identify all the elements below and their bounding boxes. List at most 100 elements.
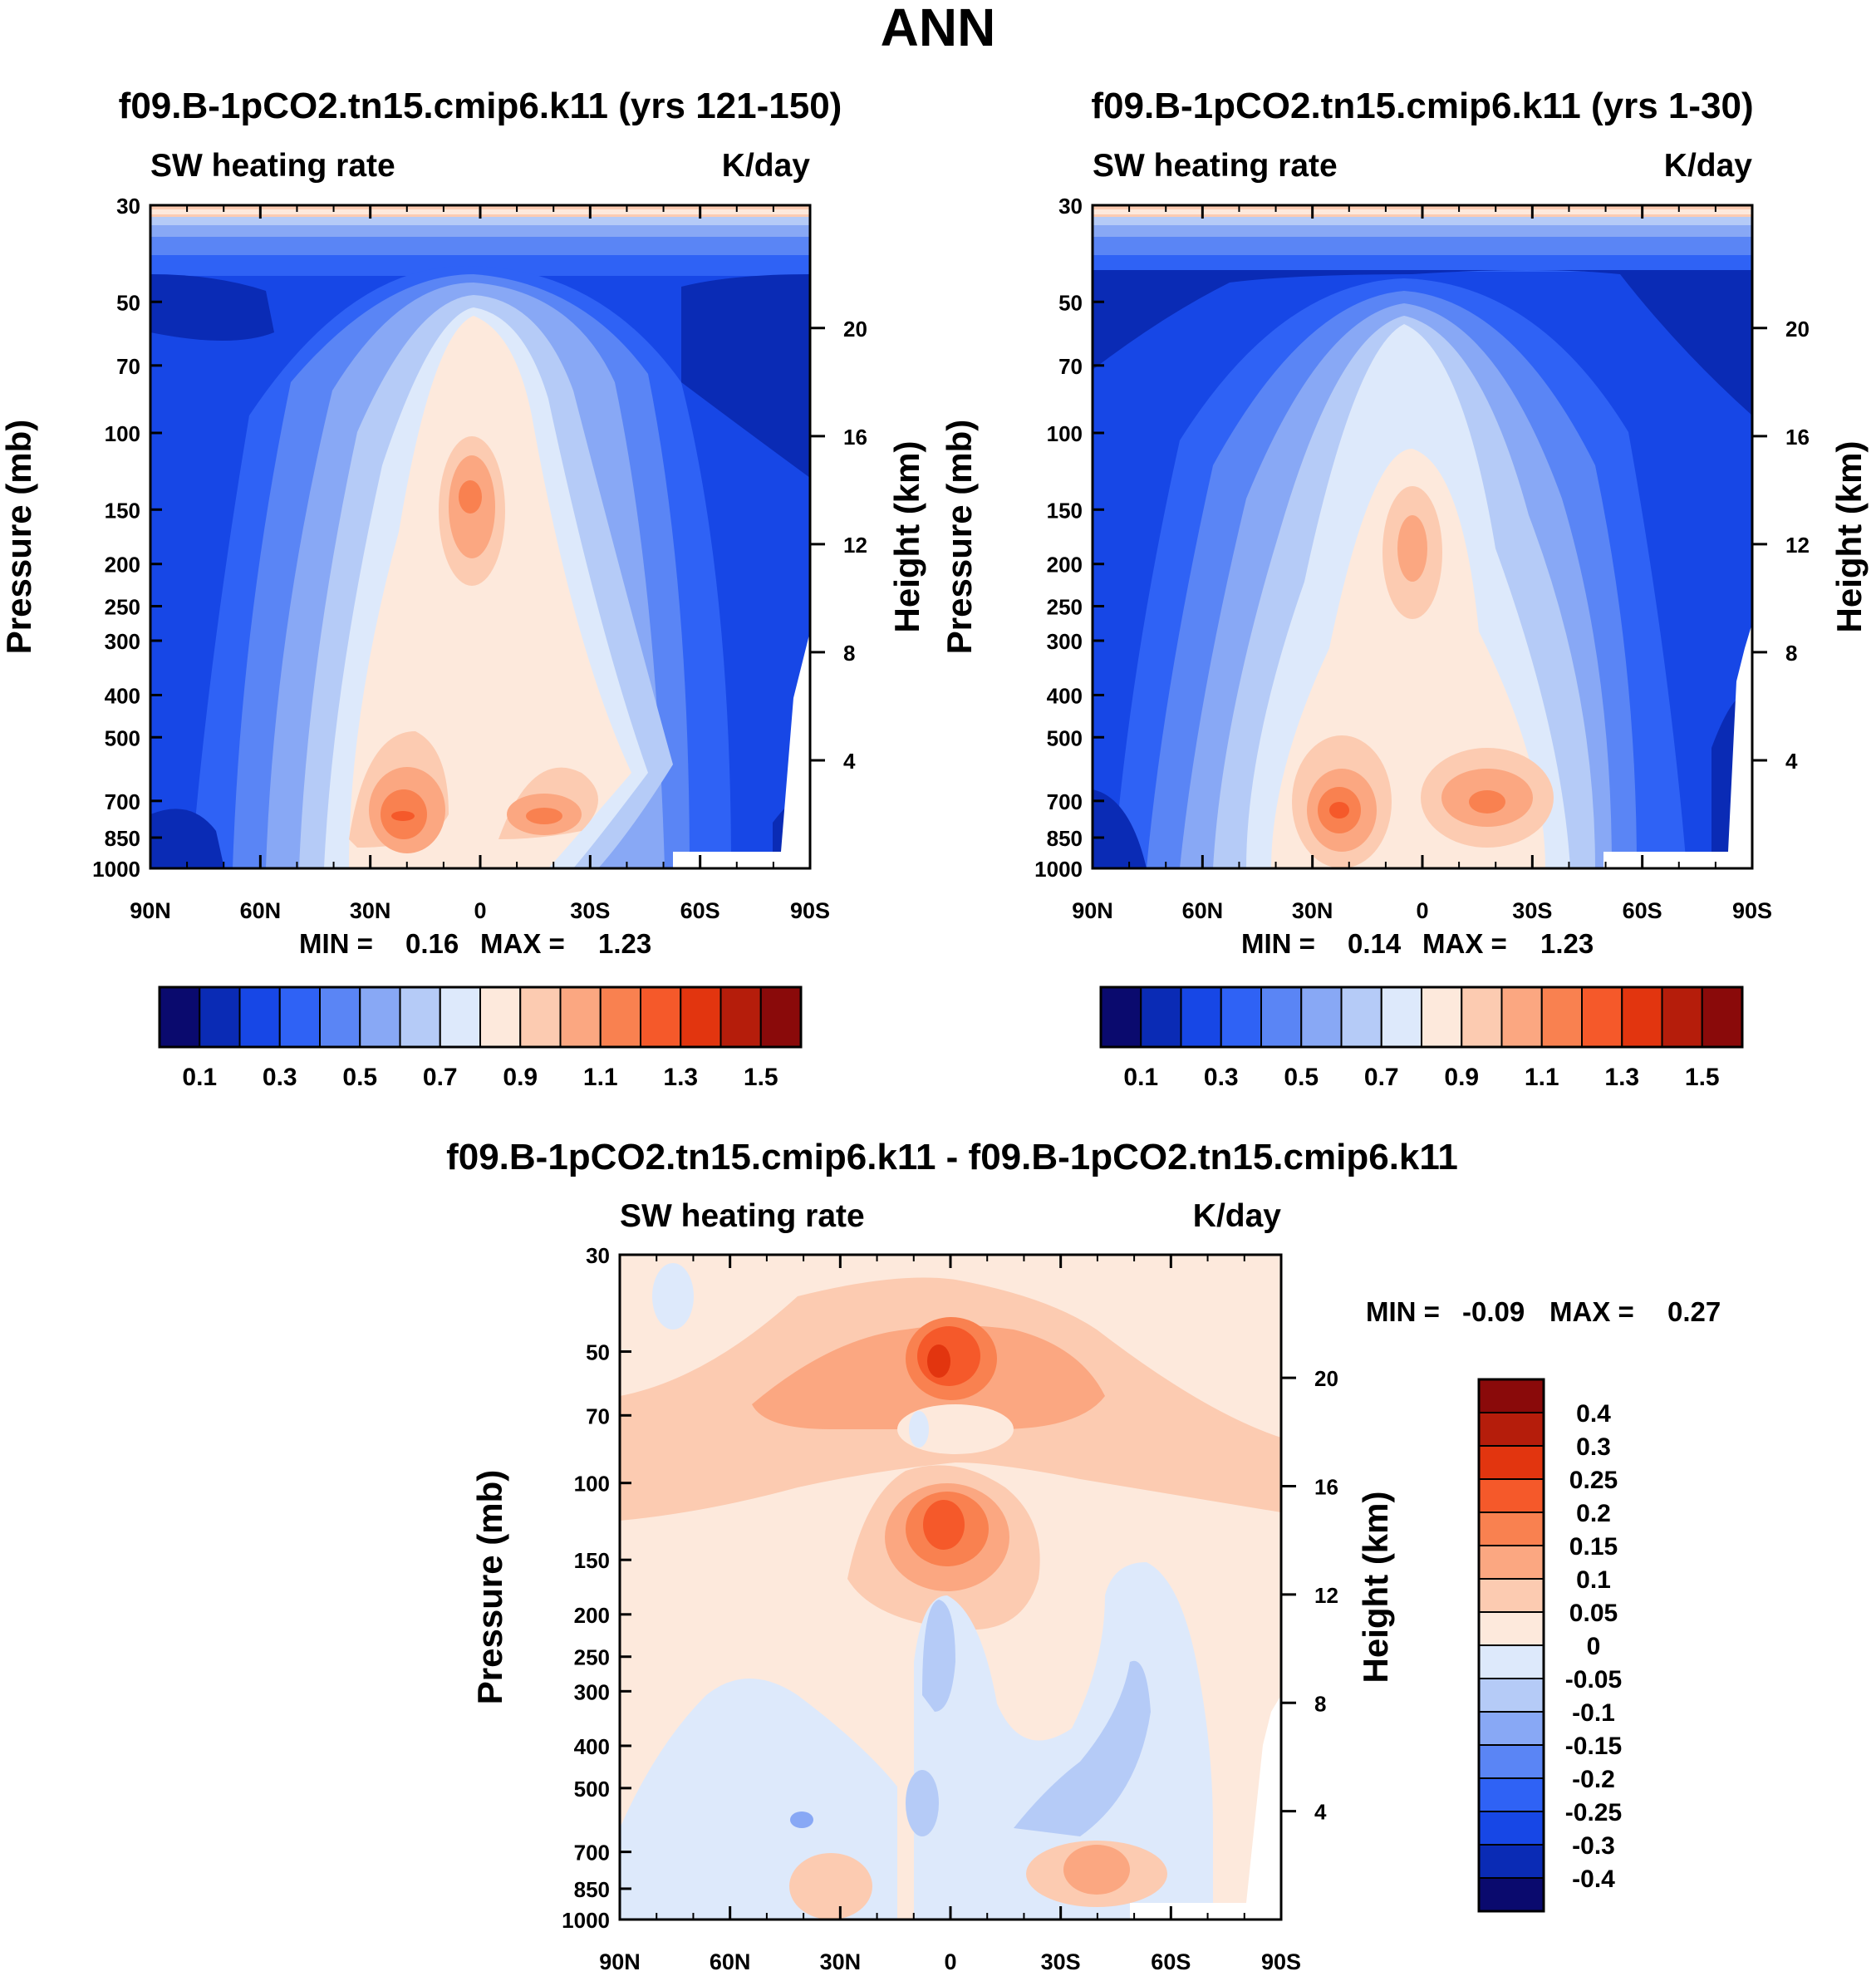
panel-c: f09.B-1pCO2.tn15.cmip6.k11 - f09.B-1pCO2… bbox=[446, 1137, 1721, 1974]
colorbar-label: -0.05 bbox=[1565, 1666, 1622, 1693]
colorbar-label: 0.4 bbox=[1576, 1400, 1611, 1428]
colorbar-label: 1.3 bbox=[663, 1064, 698, 1091]
ytick-label: 700 bbox=[105, 789, 140, 814]
colorbar-swatch bbox=[1540, 986, 1583, 1048]
colorbar-swatch bbox=[1478, 1811, 1545, 1846]
xtick-label: 0 bbox=[474, 898, 486, 923]
xtick-label: 90N bbox=[599, 1949, 641, 1974]
colorbar-swatch bbox=[1478, 1578, 1545, 1613]
xtick-label: 60S bbox=[680, 898, 720, 923]
ytick-label: 700 bbox=[574, 1841, 610, 1865]
xtick-label: 90N bbox=[1072, 898, 1113, 923]
panel-b-right-label: K/day bbox=[1664, 148, 1753, 184]
colorbar-swatch bbox=[1260, 986, 1303, 1048]
colorbar-swatch bbox=[1500, 986, 1543, 1048]
colorbar-swatch bbox=[1220, 986, 1262, 1048]
panel-c-max-label: MAX = bbox=[1549, 1296, 1634, 1327]
colorbar-swatch bbox=[278, 986, 321, 1048]
panel-c-min-value: -0.09 bbox=[1462, 1296, 1525, 1327]
colorbar-label: -0.2 bbox=[1572, 1766, 1615, 1793]
xtick-label: 30S bbox=[1041, 1949, 1081, 1974]
ytick-label: 1000 bbox=[562, 1908, 610, 1933]
panel-a-colorbar: 0.1 0.3 0.5 0.7 0.9 1.1 1.3 1.5 bbox=[158, 986, 803, 1091]
colorbar-label: 1.1 bbox=[583, 1064, 618, 1091]
ytick-label: 50 bbox=[586, 1340, 610, 1365]
ytick-label: 30 bbox=[1058, 194, 1083, 219]
colorbar-swatch bbox=[319, 986, 361, 1048]
y2tick-label: 4 bbox=[1314, 1800, 1327, 1825]
ytick-label: 30 bbox=[586, 1243, 610, 1268]
colorbar-label: 0.5 bbox=[342, 1064, 377, 1091]
colorbar-label: -0.4 bbox=[1572, 1865, 1615, 1893]
colorbar-label: -0.3 bbox=[1572, 1832, 1615, 1860]
panel-c-max-value: 0.27 bbox=[1667, 1296, 1721, 1327]
figure-title: ANN bbox=[881, 0, 996, 57]
ytick-label: 850 bbox=[574, 1877, 610, 1902]
ytick-label: 500 bbox=[574, 1777, 610, 1802]
ytick-label: 500 bbox=[105, 725, 140, 750]
panel-a-min-label: MIN = bbox=[299, 928, 373, 959]
xtick-label: 30N bbox=[1292, 898, 1333, 923]
colorbar-swatch bbox=[1140, 986, 1182, 1048]
colorbar-swatch bbox=[159, 986, 201, 1048]
panel-b-stats: MIN = 0.14 MAX = 1.23 bbox=[1241, 928, 1594, 959]
panel-c-right-label: K/day bbox=[1193, 1198, 1282, 1234]
xtick-label: 30S bbox=[570, 898, 610, 923]
panel-b-ylabel: Pressure (mb) bbox=[940, 420, 979, 654]
panel-b-y2label: Height (km) bbox=[1829, 441, 1869, 633]
ytick-label: 1000 bbox=[1034, 857, 1083, 882]
ytick-label: 400 bbox=[105, 683, 140, 708]
panel-c-stats: MIN = -0.09 MAX = 0.27 bbox=[1366, 1296, 1721, 1327]
colorbar-swatch bbox=[238, 986, 281, 1048]
ytick-label: 150 bbox=[1047, 498, 1083, 523]
xtick-label: 90N bbox=[130, 898, 171, 923]
colorbar-swatch bbox=[519, 986, 562, 1048]
ytick-label: 200 bbox=[1047, 553, 1083, 578]
colorbar-label: 0.2 bbox=[1576, 1500, 1611, 1527]
colorbar-swatch bbox=[719, 986, 762, 1048]
colorbar-swatch bbox=[1478, 1844, 1545, 1879]
colorbar-swatch bbox=[1478, 1744, 1545, 1779]
ytick-label: 150 bbox=[105, 498, 140, 523]
panel-a-max-value: 1.23 bbox=[598, 928, 651, 959]
y2tick-label: 8 bbox=[843, 641, 855, 666]
colorbar-swatch bbox=[1300, 986, 1343, 1048]
y2tick-label: 16 bbox=[1314, 1475, 1338, 1500]
colorbar-label: 0.5 bbox=[1284, 1064, 1319, 1091]
xtick-label: 60N bbox=[710, 1949, 751, 1974]
panel-b-left-label: SW heating rate bbox=[1093, 148, 1338, 184]
ytick-label: 250 bbox=[105, 595, 140, 620]
panel-a-right-label: K/day bbox=[722, 148, 811, 184]
ytick-label: 150 bbox=[574, 1548, 610, 1573]
colorbar-swatch bbox=[359, 986, 401, 1048]
colorbar-swatch bbox=[1478, 1877, 1545, 1912]
colorbar-swatch bbox=[1661, 986, 1703, 1048]
colorbar-label: 1.5 bbox=[744, 1064, 778, 1091]
colorbar-swatch bbox=[759, 986, 802, 1048]
y2tick-label: 20 bbox=[1314, 1366, 1338, 1391]
y2tick-label: 12 bbox=[843, 533, 867, 558]
colorbar-label: 1.3 bbox=[1604, 1064, 1639, 1091]
y2tick-label: 16 bbox=[843, 425, 867, 450]
ytick-label: 200 bbox=[105, 553, 140, 578]
colorbar-frame bbox=[1099, 986, 1744, 1049]
ytick-label: 70 bbox=[586, 1403, 610, 1428]
panel-a-stats: MIN = 0.16 MAX = 1.23 bbox=[299, 928, 651, 959]
colorbar-label: 0.7 bbox=[1364, 1064, 1399, 1091]
colorbar-label: 0.1 bbox=[1576, 1566, 1611, 1594]
colorbar-frame bbox=[1477, 1378, 1545, 1913]
ytick-label: 250 bbox=[574, 1645, 610, 1670]
colorbar-label: 1.5 bbox=[1685, 1064, 1720, 1091]
ytick-label: 50 bbox=[1058, 290, 1083, 315]
xtick-label: 90S bbox=[1732, 898, 1772, 923]
ytick-label: 850 bbox=[1047, 826, 1083, 851]
colorbar-swatch bbox=[1478, 1611, 1545, 1646]
panel-b-colorbar: 0.1 0.3 0.5 0.7 0.9 1.1 1.3 1.5 bbox=[1099, 986, 1744, 1091]
ytick-label: 400 bbox=[1047, 683, 1083, 708]
xtick-label: 90S bbox=[790, 898, 830, 923]
panel-b-max-label: MAX = bbox=[1422, 928, 1507, 959]
ytick-label: 70 bbox=[116, 354, 140, 379]
panel-b: f09.B-1pCO2.tn15.cmip6.k11 (yrs 1-30) SW… bbox=[940, 86, 1869, 1091]
colorbar-swatch bbox=[1421, 986, 1463, 1048]
ytick-label: 30 bbox=[116, 194, 140, 219]
